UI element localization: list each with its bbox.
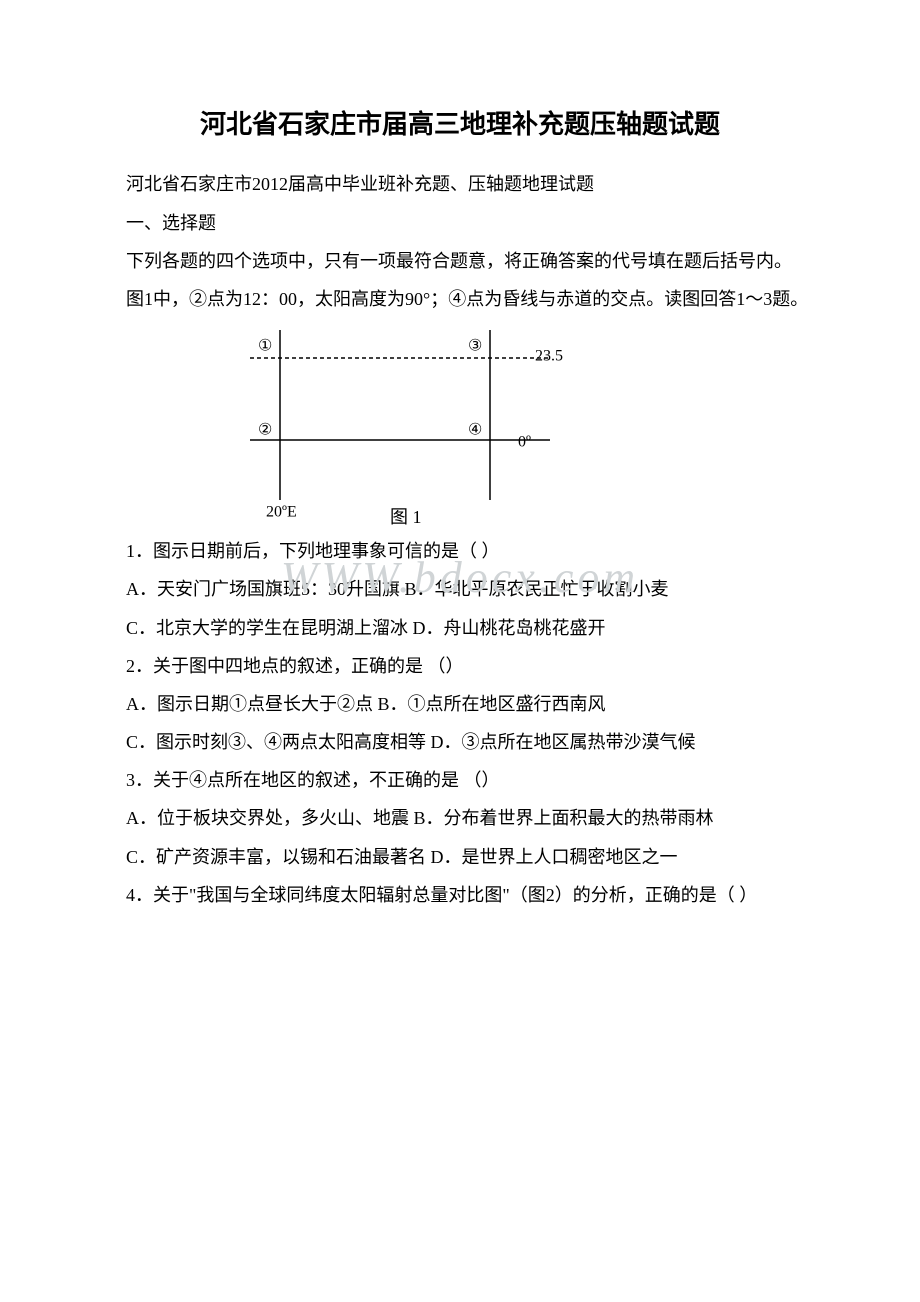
lat-0-label: 0º bbox=[518, 434, 531, 451]
question-2-options-cd: C．图示时刻③、④两点太阳高度相等 D．③点所在地区属热带沙漠气候 bbox=[90, 725, 830, 759]
section-heading: 一、选择题 bbox=[90, 206, 830, 240]
figure-1: ① ② ③ ④ 23.5 0º 20ºE 图 1 bbox=[250, 330, 610, 530]
figure-caption: 图 1 bbox=[390, 507, 422, 527]
lon-20e-label: 20ºE bbox=[266, 504, 297, 521]
question-3-options-ab: A．位于板块交界处，多火山、地震 B．分布着世界上面积最大的热带雨林 bbox=[90, 801, 830, 835]
question-1-options-cd: C．北京大学的学生在昆明湖上溜冰 D．舟山桃花岛桃花盛开 bbox=[90, 611, 830, 645]
question-4: 4．关于"我国与全球同纬度太阳辐射总量对比图"（图2）的分析，正确的是（ ） bbox=[90, 878, 830, 912]
point-4-label: ④ bbox=[468, 422, 482, 439]
subtitle: 河北省石家庄市2012届高中毕业班补充题、压轴题地理试题 bbox=[90, 167, 830, 201]
question-2: 2．关于图中四地点的叙述，正确的是 （） bbox=[90, 649, 830, 683]
instructions: 下列各题的四个选项中，只有一项最符合题意，将正确答案的代号填在题后括号内。 bbox=[90, 244, 830, 278]
watermark: WWW.bdocx.com bbox=[90, 536, 830, 574]
question-3: 3．关于④点所在地区的叙述，不正确的是 （） bbox=[90, 763, 830, 797]
page-title: 河北省石家庄市届高三地理补充题压轴题试题 bbox=[90, 100, 830, 149]
context-q1to3: 图1中，②点为12：00，太阳高度为90°；④点为昏线与赤道的交点。读图回答1～… bbox=[90, 282, 830, 316]
question-2-options-ab: A．图示日期①点昼长大于②点 B．①点所在地区盛行西南风 bbox=[90, 687, 830, 721]
point-1-label: ① bbox=[258, 338, 272, 355]
figure-1-svg: ① ② ③ ④ 23.5 0º 20ºE 图 1 bbox=[250, 330, 610, 530]
point-3-label: ③ bbox=[468, 338, 482, 355]
point-2-label: ② bbox=[258, 422, 272, 439]
lat-23-5-label: 23.5 bbox=[535, 348, 563, 365]
question-3-options-cd: C．矿产资源丰富，以锡和石油最著名 D．是世界上人口稠密地区之一 bbox=[90, 840, 830, 874]
